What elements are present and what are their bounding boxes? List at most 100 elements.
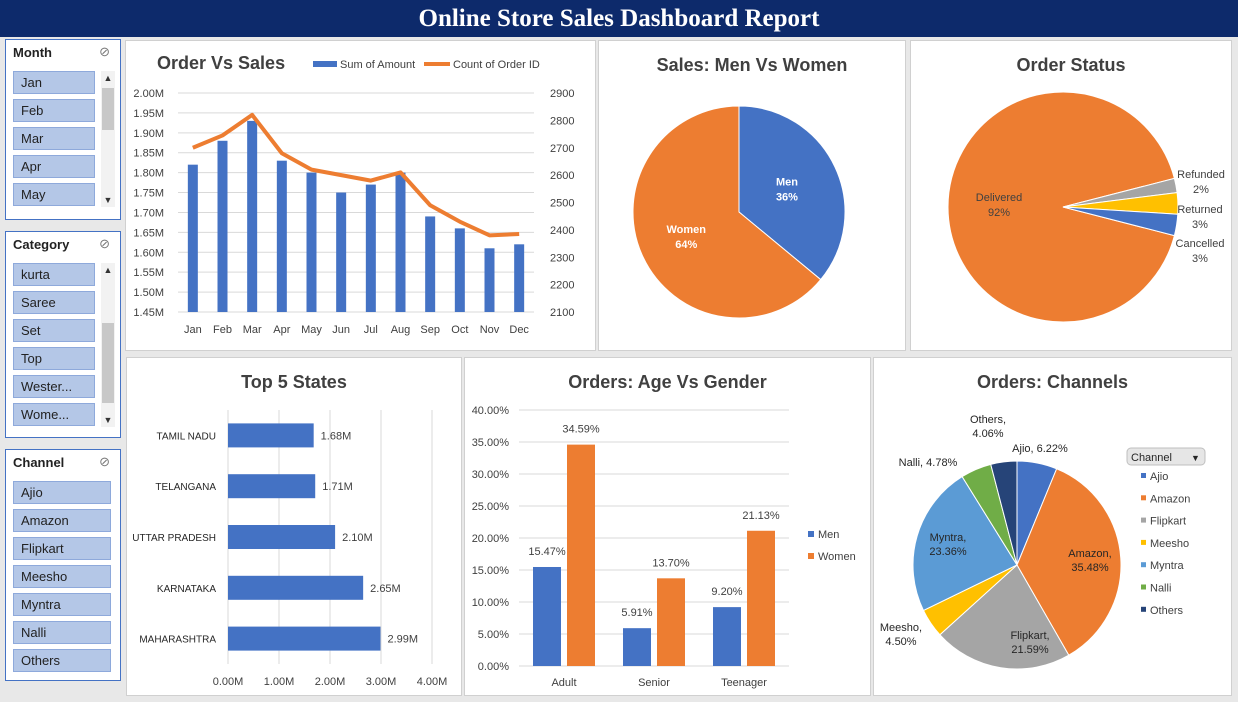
slicer-item-month[interactable]: Feb bbox=[13, 99, 95, 122]
data-label: 2.10M bbox=[342, 532, 373, 544]
filter-clear-icon[interactable]: ⊘ bbox=[99, 44, 110, 59]
top5-states-panel: Top 5 States 0.00M 1.00M 2.00M 3.00M 4.00M TA… bbox=[126, 357, 462, 696]
bar bbox=[395, 172, 406, 312]
data-label: 2.99M bbox=[387, 634, 418, 646]
pie-slice bbox=[939, 564, 1070, 670]
bar bbox=[623, 628, 651, 666]
chart-title: Top 5 States bbox=[241, 372, 347, 392]
y-tick-label-right: 2300 bbox=[550, 252, 574, 264]
pie-slice bbox=[990, 460, 1018, 566]
slicer-item-channel[interactable]: Others bbox=[13, 649, 111, 672]
x-tick-label: 0.00M bbox=[213, 676, 244, 688]
legend-label: Others bbox=[1150, 605, 1184, 617]
data-label: 9.20% bbox=[711, 586, 742, 598]
channel-slicer: Channel ⊘ Ajio Amazon Flipkart Meesho My… bbox=[5, 449, 121, 681]
slicer-item-channel[interactable]: Meesho bbox=[13, 565, 111, 588]
slicer-item-channel[interactable]: Amazon bbox=[13, 509, 111, 532]
filter-clear-icon[interactable]: ⊘ bbox=[99, 236, 110, 251]
chart-title: Sales: Men Vs Women bbox=[656, 55, 848, 75]
slicer-item-category[interactable]: Wome... bbox=[13, 403, 95, 426]
legend-swatch bbox=[1141, 517, 1146, 523]
chevron-up-icon[interactable]: ▲ bbox=[103, 265, 113, 275]
y-tick-label: 15.00% bbox=[472, 565, 510, 577]
bar bbox=[187, 164, 198, 312]
slicer-item-category[interactable]: Saree bbox=[13, 291, 95, 314]
bar bbox=[514, 244, 525, 312]
y-tick-label: TELANGANA bbox=[155, 482, 216, 493]
line-series bbox=[192, 112, 520, 238]
y-tick-label-left: 2.00M bbox=[133, 88, 164, 100]
bar bbox=[657, 578, 685, 666]
slicer-scrollbar[interactable]: ▲ ▼ bbox=[101, 71, 115, 207]
order-status-chart: Delivered 92% Refunded 2% Returned 3% Cancelle… bbox=[947, 91, 1225, 323]
bar bbox=[228, 626, 381, 651]
slicer-item-channel[interactable]: Ajio bbox=[13, 481, 111, 504]
legend-label: Ajio bbox=[1150, 471, 1168, 483]
y-tick-label-right: 2800 bbox=[550, 115, 574, 127]
x-tick-label: Teenager bbox=[721, 677, 767, 689]
legend-title: Channel bbox=[1131, 452, 1172, 464]
data-label: 1.71M bbox=[322, 481, 353, 493]
filter-clear-icon[interactable]: ⊘ bbox=[99, 454, 110, 469]
bar bbox=[567, 444, 595, 666]
legend-label: Myntra bbox=[1150, 560, 1185, 572]
y-tick-label: 20.00% bbox=[472, 533, 510, 545]
slicer-item-category[interactable]: Top bbox=[13, 347, 95, 370]
x-tick-label: 3.00M bbox=[366, 676, 397, 688]
y-tick-label-left: 1.65M bbox=[133, 227, 164, 239]
chevron-down-icon[interactable]: ▼ bbox=[103, 415, 113, 425]
legend-swatch bbox=[1141, 584, 1146, 590]
y-tick-label: KARNATAKA bbox=[157, 584, 216, 595]
month-slicer: Month ⊘ Jan Feb Mar Apr May ▲ ▼ bbox=[5, 39, 121, 220]
slicer-item-month[interactable]: Mar bbox=[13, 127, 95, 150]
legend-swatch bbox=[1141, 606, 1146, 612]
y-tick-label-left: 1.45M bbox=[133, 307, 164, 319]
slicer-item-month[interactable]: Jan bbox=[13, 71, 95, 94]
bar bbox=[484, 248, 495, 312]
slicer-item-category[interactable]: Wester... bbox=[13, 375, 95, 398]
data-label: Ajio, 6.22% bbox=[1012, 443, 1068, 455]
data-label: Amazon, bbox=[1068, 548, 1111, 560]
slicer-item-channel[interactable]: Myntra bbox=[13, 593, 111, 616]
y-tick-label: 10.00% bbox=[472, 597, 510, 609]
data-label: Others, bbox=[970, 414, 1006, 426]
y-tick-label-right: 2200 bbox=[550, 280, 574, 292]
bar bbox=[217, 140, 228, 312]
data-label: Refunded bbox=[1177, 169, 1225, 181]
y-tick-label: 25.00% bbox=[472, 501, 510, 513]
y-tick-label-right: 2400 bbox=[550, 225, 574, 237]
x-tick-label: Nov bbox=[480, 324, 500, 336]
slicer-header-channel: Channel bbox=[13, 455, 65, 470]
y-tick-label-right: 2700 bbox=[550, 143, 574, 155]
y-tick-label-left: 1.85M bbox=[133, 148, 164, 160]
y-tick-label: TAMIL NADU bbox=[157, 431, 216, 442]
data-label: 3% bbox=[1192, 253, 1208, 265]
bar bbox=[713, 607, 741, 666]
data-label: 21.13% bbox=[742, 510, 780, 522]
y-tick-label-left: 1.55M bbox=[133, 267, 164, 279]
slicer-item-month[interactable]: May bbox=[13, 183, 95, 206]
slicer-item-month[interactable]: Apr bbox=[13, 155, 95, 178]
slicer-item-channel[interactable]: Flipkart bbox=[13, 537, 111, 560]
legend-label: Sum of Amount bbox=[340, 59, 415, 71]
slicer-item-category[interactable]: kurta bbox=[13, 263, 95, 286]
dashboard-title: Online Store Sales Dashboard Report bbox=[0, 0, 1238, 37]
legend-swatch bbox=[1141, 539, 1146, 545]
y-tick-label: UTTAR PRADESH bbox=[132, 533, 216, 544]
x-tick-label: Aug bbox=[391, 324, 411, 336]
slicer-header-category: Category bbox=[13, 237, 70, 252]
slicer-item-category[interactable]: Set bbox=[13, 319, 95, 342]
channels-chart: Ajio, 6.22% Amazon, 35.48% Flipkart, 21.59% M… bbox=[880, 414, 1206, 670]
x-tick-label: 4.00M bbox=[417, 676, 448, 688]
data-label: Nalli, 4.78% bbox=[899, 457, 958, 469]
bar bbox=[425, 216, 436, 312]
slicer-item-channel[interactable]: Nalli bbox=[13, 621, 111, 644]
legend-swatch bbox=[808, 531, 814, 537]
data-label: 34.59% bbox=[562, 424, 600, 436]
data-label: 21.59% bbox=[1011, 644, 1049, 656]
chevron-up-icon[interactable]: ▲ bbox=[103, 73, 113, 83]
chevron-down-icon[interactable]: ▼ bbox=[103, 195, 113, 205]
slicer-scrollbar[interactable]: ▲ ▼ bbox=[101, 263, 115, 427]
y-tick-label: 30.00% bbox=[472, 469, 510, 481]
x-tick-label: Senior bbox=[638, 677, 670, 689]
